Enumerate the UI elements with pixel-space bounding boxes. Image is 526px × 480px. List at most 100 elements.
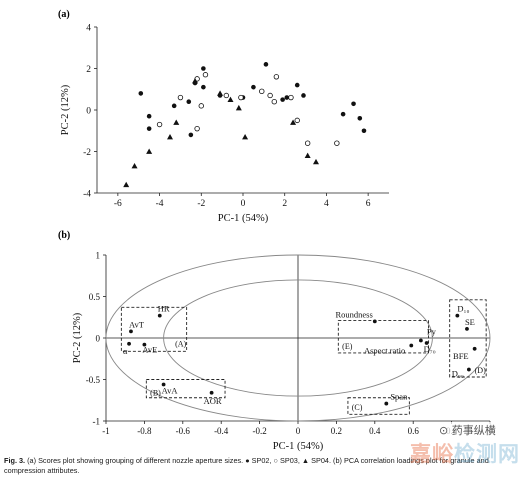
loading-point xyxy=(127,341,131,346)
scores-plot: -6 -4 -2 0 2 4 6 -4 -2 0 2 4 PC-1 (54%) PC-2 (12%) xyxy=(60,24,389,224)
point-sp02 xyxy=(251,84,256,90)
point-sp02 xyxy=(146,113,152,119)
point-sp04 xyxy=(290,119,297,125)
x-tick-label-b: -0.6 xyxy=(176,426,191,436)
y-axis-label-a: PC-2 (12%) xyxy=(60,84,71,135)
point-sp03 xyxy=(223,92,230,99)
point-sp03 xyxy=(194,125,200,132)
x-tick-label-a: -2 xyxy=(197,199,205,209)
y-tick-label-a: 0 xyxy=(86,107,91,117)
point-sp04 xyxy=(131,163,138,169)
panel-label-a: (a) xyxy=(58,9,70,20)
point-sp04 xyxy=(167,133,173,140)
figure-caption: Fig. 3. (a) Scores plot showing grouping… xyxy=(4,456,519,476)
group-label: (B) xyxy=(150,388,161,397)
panel-label-b: (b) xyxy=(58,230,70,241)
caption-text: (a) Scores plot showing grouping of diff… xyxy=(4,456,489,475)
point-sp02 xyxy=(280,97,285,102)
y-tick-label-b: 0 xyxy=(96,334,101,344)
loading-point xyxy=(465,326,469,331)
point-sp03 xyxy=(177,94,184,101)
group-label: (E) xyxy=(342,342,353,351)
loading-label: D₇₀ xyxy=(424,344,436,354)
y-tick-label-b: -1 xyxy=(93,417,101,427)
group-label: (C) xyxy=(352,403,363,412)
x-tick-label-a: 0 xyxy=(241,199,246,209)
loading-point xyxy=(142,342,147,347)
y-tick-label-b: -0.5 xyxy=(86,375,101,385)
point-sp02 xyxy=(201,84,206,90)
group-box xyxy=(145,379,226,399)
point-sp04 xyxy=(242,133,249,140)
loading-label: AvA xyxy=(162,385,179,395)
point-sp03 xyxy=(259,88,265,95)
loading-label: Py xyxy=(427,326,437,336)
point-sp02 xyxy=(201,66,206,71)
x-tick-label-b: 0.2 xyxy=(331,426,342,436)
x-tick-label-b: 0.4 xyxy=(369,426,381,436)
group-label: (A) xyxy=(175,339,186,348)
point-sp04 xyxy=(173,119,180,125)
group-box xyxy=(337,320,430,354)
loading-label: D₁₀ xyxy=(457,304,469,314)
point-sp04 xyxy=(235,104,242,111)
x-tick-label-a: 4 xyxy=(324,199,329,209)
y-tick-label-b: 0.5 xyxy=(89,292,101,302)
correlation-ellipse xyxy=(163,279,433,397)
y-tick-label-b: 1 xyxy=(96,251,101,261)
point-sp02 xyxy=(301,93,306,98)
point-sp04 xyxy=(217,90,224,96)
point-sp03 xyxy=(238,94,244,101)
loading-point xyxy=(157,313,162,318)
point-sp03 xyxy=(198,103,204,109)
point-sp02 xyxy=(361,128,367,134)
y-tick-label-a: -2 xyxy=(83,148,91,158)
point-sp02 xyxy=(351,101,356,107)
point-sp02 xyxy=(340,111,346,117)
caption-head: Fig. 3. xyxy=(4,456,26,465)
point-sp02 xyxy=(357,116,363,121)
loading-point xyxy=(209,390,214,395)
x-tick-label-b: 0.8 xyxy=(446,426,458,436)
x-tick-label-b: -0.4 xyxy=(214,426,229,436)
point-sp03 xyxy=(267,92,273,99)
point-sp03 xyxy=(304,140,311,146)
loading-label: SE xyxy=(465,317,475,327)
x-tick-label-b: 0.6 xyxy=(408,426,420,436)
loading-point xyxy=(161,382,166,387)
loading-label: α xyxy=(123,346,128,356)
loading-label: AvE xyxy=(142,345,157,355)
point-sp02 xyxy=(138,91,144,96)
x-axis-label-b: PC-1 (54%) xyxy=(273,441,324,452)
point-sp04 xyxy=(146,148,153,154)
point-sp04 xyxy=(227,96,234,103)
group-box xyxy=(347,397,410,415)
x-tick-label-a: -6 xyxy=(114,199,122,209)
loading-point xyxy=(418,338,423,343)
point-sp03 xyxy=(273,74,280,80)
point-sp04 xyxy=(123,181,130,188)
y-tick-label-a: -4 xyxy=(83,190,91,200)
point-sp04 xyxy=(304,152,311,159)
x-axis-label-a: PC-1 (54%) xyxy=(218,213,269,224)
point-sp03 xyxy=(334,140,340,146)
x-tick-label-a: -4 xyxy=(156,199,164,209)
point-sp03 xyxy=(288,94,294,101)
point-sp02 xyxy=(186,99,192,104)
loading-label: AvT xyxy=(129,319,145,329)
x-tick-label-a: 2 xyxy=(282,199,287,209)
point-sp03 xyxy=(156,121,163,128)
point-sp02 xyxy=(284,95,290,100)
group-box xyxy=(449,299,487,378)
loading-point xyxy=(424,341,429,345)
point-sp03 xyxy=(294,117,300,124)
point-sp02 xyxy=(294,82,300,88)
loading-label: Aspect ratio xyxy=(364,345,405,355)
loading-point xyxy=(455,313,460,318)
group-box xyxy=(120,306,188,352)
loading-point xyxy=(466,367,471,372)
loading-label: Roundness xyxy=(335,309,372,319)
loading-label: AOR xyxy=(204,396,222,406)
y-tick-label-a: 4 xyxy=(86,24,91,34)
